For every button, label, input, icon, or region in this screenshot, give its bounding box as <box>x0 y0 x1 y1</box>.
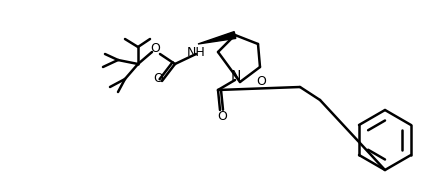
Text: O: O <box>256 75 266 88</box>
Text: O: O <box>150 43 160 56</box>
Polygon shape <box>198 32 236 44</box>
Text: N: N <box>231 69 241 83</box>
Text: O: O <box>217 110 227 122</box>
Text: NH: NH <box>187 46 205 58</box>
Text: O: O <box>153 72 163 84</box>
